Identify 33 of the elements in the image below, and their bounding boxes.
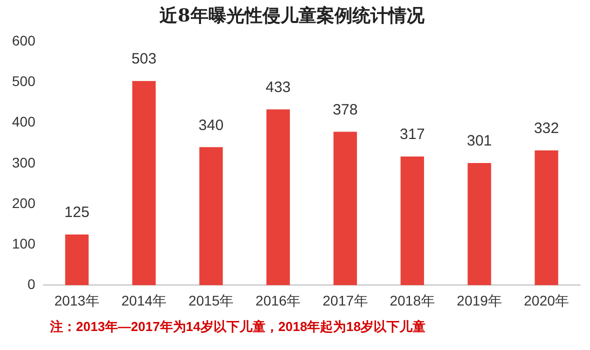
bar <box>534 150 558 286</box>
bar <box>199 147 223 286</box>
data-label: 378 <box>332 101 358 118</box>
y-tick-label: 600 <box>12 32 36 48</box>
y-tick-label: 300 <box>12 154 36 170</box>
y-tick-label: 400 <box>12 114 36 130</box>
x-tick-label: 2014年 <box>121 292 167 308</box>
bar <box>468 162 492 286</box>
bar <box>400 156 424 286</box>
data-label: 433 <box>266 79 291 96</box>
data-label: 503 <box>131 50 156 68</box>
chart-title: 近8年曝光性侵儿童案例统计情况 <box>158 5 426 26</box>
data-label: 332 <box>534 120 559 138</box>
x-tick-label: 2017年 <box>322 292 368 308</box>
y-tick-label: 0 <box>28 276 36 292</box>
x-tick-label: 2018年 <box>390 292 435 308</box>
bar <box>132 80 156 286</box>
x-tick-label: 2019年 <box>456 292 502 308</box>
y-tick-label: 200 <box>12 194 36 211</box>
x-tick-label: 2013年 <box>54 292 100 308</box>
bar <box>266 109 290 286</box>
x-tick-label: 2016年 <box>256 292 301 308</box>
bar <box>333 132 357 286</box>
data-label: 301 <box>466 132 492 150</box>
data-label: 125 <box>64 204 90 222</box>
text: 注：2013年—2017年为14岁以下儿童，2018年起为18岁以下儿童 <box>49 318 427 336</box>
data-label: 340 <box>198 116 224 134</box>
y-tick-label: 100 <box>12 235 36 252</box>
data-label: 317 <box>400 126 425 144</box>
x-tick-label: 2015年 <box>188 292 234 308</box>
y-tick-label: 500 <box>12 73 36 90</box>
x-tick-label: 2020年 <box>524 292 570 308</box>
bar <box>65 234 89 286</box>
